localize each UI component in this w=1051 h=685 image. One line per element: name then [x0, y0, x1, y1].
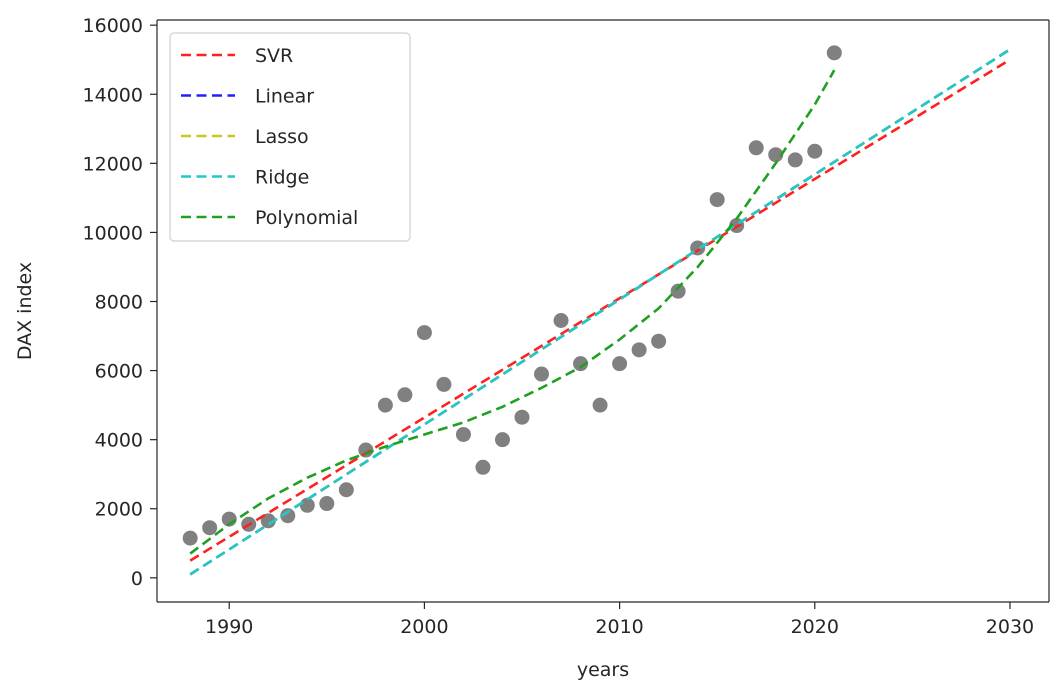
- scatter-point: [338, 482, 354, 498]
- x-tick-label: 2000: [400, 616, 448, 638]
- scatter-point: [826, 45, 842, 61]
- scatter-point: [787, 152, 803, 168]
- scatter-point: [631, 342, 647, 358]
- x-tick-label: 1990: [205, 616, 253, 638]
- scatter-point: [299, 497, 315, 513]
- x-tick-label: 2020: [791, 616, 839, 638]
- scatter-point: [748, 140, 764, 156]
- scatter-point: [260, 513, 276, 529]
- legend-label: Polynomial: [255, 207, 358, 229]
- y-tick-label: 10000: [83, 222, 143, 244]
- scatter-point: [709, 192, 725, 208]
- scatter-point: [514, 409, 530, 425]
- x-tick-label: 2010: [595, 616, 643, 638]
- y-tick-label: 2000: [95, 499, 143, 521]
- scatter-point: [436, 376, 452, 392]
- legend: SVR Linear Lasso Ridge Polynomial: [169, 32, 411, 242]
- legend-label: Lasso: [255, 126, 309, 148]
- scatter-point: [651, 333, 667, 349]
- series-line-ridge: [189, 48, 1011, 576]
- scatter-point: [358, 442, 374, 458]
- y-tick-label: 12000: [83, 153, 143, 175]
- scatter-point: [455, 426, 471, 442]
- scatter-point: [592, 397, 608, 413]
- scatter-point: [416, 325, 432, 341]
- legend-box: [169, 32, 411, 242]
- y-tick-label: 14000: [83, 84, 143, 106]
- scatter-point: [494, 432, 510, 448]
- y-tick-label: 4000: [95, 430, 143, 452]
- scatter-point: [397, 387, 413, 403]
- y-tick-label: 0: [131, 568, 143, 590]
- scatter-point: [534, 366, 550, 382]
- x-axis-label: years: [577, 659, 629, 681]
- scatter-point: [768, 147, 784, 163]
- scatter-point: [670, 283, 686, 299]
- y-axis-label: DAX index: [14, 262, 36, 360]
- scatter-point: [612, 356, 628, 372]
- scatter-point: [377, 397, 393, 413]
- legend-label: Ridge: [255, 167, 309, 189]
- scatter-point: [807, 143, 823, 159]
- legend-label: SVR: [255, 45, 293, 67]
- plot-marks: [182, 45, 1011, 576]
- series-line-polynomial: [189, 69, 836, 555]
- series-line-svr: [189, 58, 1011, 562]
- scatter-point: [573, 356, 589, 372]
- scatter-point: [280, 508, 296, 524]
- scatter-point: [319, 496, 335, 512]
- y-tick-label: 16000: [83, 15, 143, 37]
- scatter-point: [553, 312, 569, 328]
- scatter-point: [202, 520, 218, 536]
- y-tick-label: 6000: [95, 361, 143, 383]
- scatter-point: [475, 459, 491, 475]
- y-tick-label: 8000: [95, 292, 143, 314]
- axes: 1990 2000 2010 2020 2030 0 2000 4000 6000 8000 100…: [83, 15, 1050, 638]
- legend-label: Linear: [255, 86, 314, 108]
- scatter-point: [182, 530, 198, 546]
- x-tick-label: 2030: [986, 616, 1034, 638]
